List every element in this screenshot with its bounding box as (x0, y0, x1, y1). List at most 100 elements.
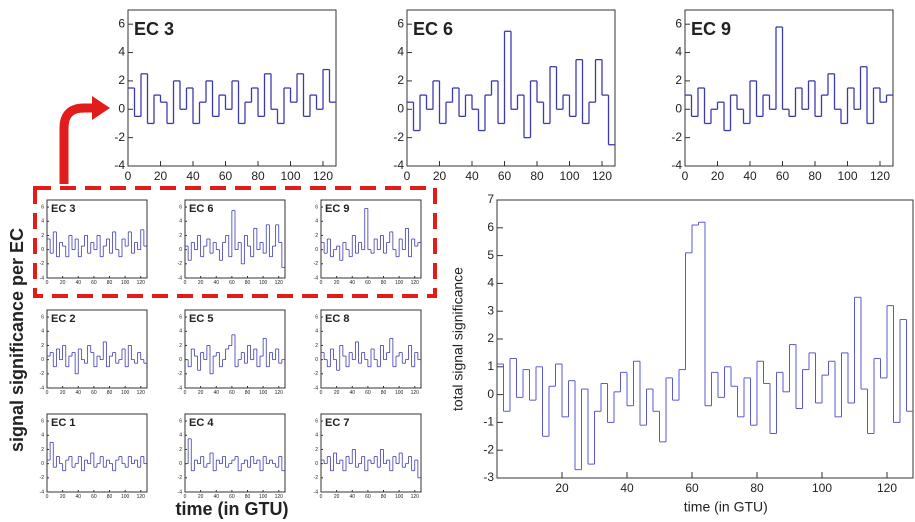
x-tick-label: 60 (91, 280, 97, 286)
x-tick-label: 20 (711, 169, 725, 183)
x-tick-label: 60 (229, 280, 235, 286)
x-tick-label: 40 (213, 494, 219, 500)
x-tick-label: 80 (245, 280, 251, 286)
x-tick-label: 60 (776, 169, 790, 183)
y-tick-label: 4 (675, 45, 682, 59)
x-tick-label: 20 (154, 169, 168, 183)
y-tick-label: 2 (397, 73, 404, 87)
y-tick-label: 6 (315, 314, 318, 320)
panel-title: EC 2 (51, 313, 75, 325)
panel-title: EC 5 (189, 313, 213, 325)
y-tick-label: -2 (114, 130, 125, 144)
x-tick-label: 120 (411, 280, 420, 286)
x-tick-label: 20 (198, 390, 204, 396)
x-tick-label: 100 (121, 494, 130, 500)
y-tick-label: 4 (179, 219, 182, 225)
x-tick-label: 20 (60, 280, 66, 286)
plot-frame (320, 199, 422, 279)
x-tick-label: 20 (334, 494, 340, 500)
y-tick-label: 0 (41, 461, 44, 467)
x-tick-label: 20 (198, 280, 204, 286)
y-tick-label: 6 (118, 16, 125, 30)
x-tick-label: 60 (229, 390, 235, 396)
x-tick-label: 0 (682, 169, 689, 183)
highlight-box (33, 186, 437, 298)
y-tick-label: 6 (41, 418, 44, 424)
x-tick-label: 40 (186, 169, 200, 183)
y-tick-label: 6 (397, 16, 404, 30)
x-tick-label: 60 (91, 390, 97, 396)
x-tick-label: 80 (245, 494, 251, 500)
x-tick-label: 120 (592, 169, 612, 183)
y-tick-label: 2 (487, 331, 494, 345)
y-tick-label: 0 (397, 101, 404, 115)
y-tick-label: 0 (487, 387, 494, 401)
x-tick-label: 60 (219, 169, 233, 183)
x-tick-label: 40 (75, 280, 81, 286)
x-tick-label: 60 (685, 481, 699, 495)
y-tick-label: 6 (315, 204, 318, 210)
y-tick-label: -4 (40, 385, 45, 391)
x-tick-label: 20 (60, 494, 66, 500)
x-tick-label: 100 (837, 169, 857, 183)
y-tick-label: 6 (41, 204, 44, 210)
x-tick-label: 120 (870, 169, 890, 183)
y-tick-label: 2 (41, 233, 44, 239)
y-tick-label: 6 (315, 418, 318, 424)
x-tick-label: 120 (275, 494, 284, 500)
x-tick-label: 40 (75, 390, 81, 396)
panel-title: EC 8 (325, 313, 349, 325)
x-tick-label: 0 (320, 390, 323, 396)
y-tick-label: -4 (114, 158, 125, 172)
y-tick-label: 4 (397, 45, 404, 59)
y-tick-label: 4 (315, 329, 318, 335)
x-tick-label: 60 (498, 169, 512, 183)
x-tick-label: 20 (198, 494, 204, 500)
x-tick-label: 100 (121, 390, 130, 396)
y-tick-label: 6 (487, 220, 494, 234)
y-tick-label: -4 (40, 489, 45, 495)
y-tick-label: -2 (314, 371, 319, 377)
y-tick-label: -4 (393, 158, 404, 172)
y-tick-label: -2 (314, 261, 319, 267)
y-tick-label: -2 (483, 442, 494, 456)
panel-title: EC 9 (691, 19, 731, 39)
y-tick-label: -1 (483, 415, 494, 429)
y-tick-label: 6 (179, 204, 182, 210)
y-tick-label: 1 (487, 359, 494, 373)
x-tick-label: 100 (121, 280, 130, 286)
y-tick-label: -4 (40, 275, 45, 281)
y-tick-label: 5 (487, 248, 494, 262)
y-tick-label: 4 (315, 219, 318, 225)
y-tick-label: 6 (179, 314, 182, 320)
x-tick-label: 100 (259, 280, 268, 286)
x-tick-label: 120 (411, 494, 420, 500)
x-tick-label: 20 (60, 390, 66, 396)
y-tick-label: 2 (41, 447, 44, 453)
y-tick-label: -2 (40, 261, 45, 267)
x-tick-label: 40 (349, 494, 355, 500)
x-tick-label: 120 (313, 169, 333, 183)
y-tick-label: -3 (483, 470, 494, 484)
x-tick-label: 0 (320, 280, 323, 286)
y-tick-label: 4 (487, 276, 494, 290)
x-tick-label: 40 (349, 280, 355, 286)
y-tick-label: 2 (118, 73, 125, 87)
y-axis-title: total signal significance (450, 267, 466, 411)
y-tick-label: 0 (118, 101, 125, 115)
y-tick-label: 4 (179, 433, 182, 439)
plot-frame (406, 9, 616, 167)
x-tick-label: 100 (280, 169, 300, 183)
panel-title: EC 6 (413, 19, 453, 39)
panel-title: EC 9 (325, 203, 349, 215)
x-tick-label: 60 (365, 494, 371, 500)
y-tick-label: 2 (179, 343, 182, 349)
y-tick-label: 4 (41, 219, 44, 225)
x-tick-label: 0 (125, 169, 132, 183)
y-tick-label: 4 (118, 45, 125, 59)
x-tick-label: 20 (433, 169, 447, 183)
x-tick-label: 120 (137, 280, 146, 286)
y-tick-label: 3 (487, 303, 494, 317)
x-tick-label: 0 (46, 280, 49, 286)
